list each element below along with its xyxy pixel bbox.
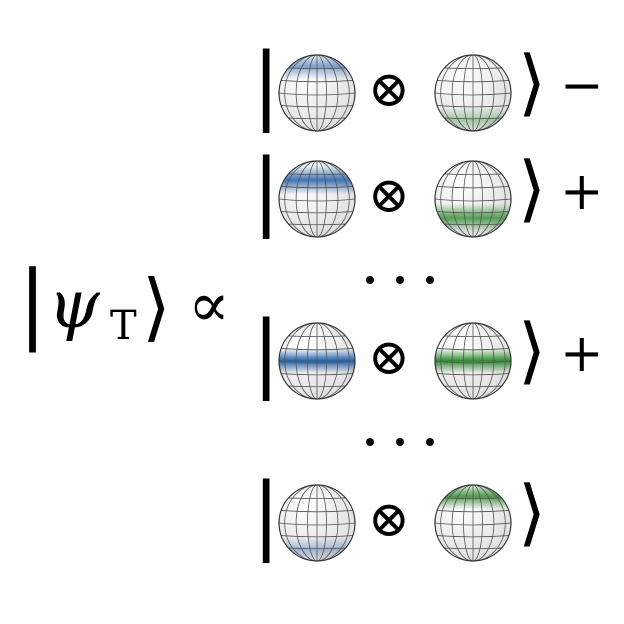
- row-ket-close: ⟩: [518, 470, 547, 554]
- tensor-product-symbol: ⊗: [368, 490, 410, 548]
- row-ket-open: |: [252, 141, 281, 239]
- lhs-ket-open: |: [18, 253, 47, 353]
- left-sphere: [278, 160, 356, 238]
- row-ket-open: |: [252, 465, 281, 563]
- ellipsis-2: [360, 432, 450, 452]
- ellipsis-dot: [366, 276, 374, 284]
- right-sphere: [434, 484, 512, 562]
- row-ket-close: ⟩: [518, 308, 547, 392]
- sphere-grid: [435, 323, 511, 399]
- sphere-grid: [279, 55, 355, 131]
- ket-row-2: | ⊗ ⟩ +: [252, 148, 624, 248]
- lhs-ket-close: ⟩: [142, 264, 171, 350]
- sphere-grid: [279, 161, 355, 237]
- sign-label: +: [560, 162, 604, 222]
- sphere-grid: [279, 323, 355, 399]
- ellipsis-dot: [426, 276, 434, 284]
- tensor-product-symbol: ⊗: [368, 328, 410, 386]
- row-ket-close: ⟩: [518, 146, 547, 230]
- ellipsis-dot: [396, 438, 404, 446]
- sphere-grid: [279, 485, 355, 561]
- sign-label: +: [560, 324, 604, 384]
- ellipsis-dot: [366, 438, 374, 446]
- ket-row-1: | ⊗ ⟩ −: [252, 42, 624, 142]
- sphere-outline: [434, 160, 512, 238]
- sphere-outline: [278, 322, 356, 400]
- left-sphere: [278, 484, 356, 562]
- sphere-outline: [278, 54, 356, 132]
- row-ket-close: ⟩: [518, 40, 547, 124]
- proportional-symbol: ∝: [188, 268, 230, 341]
- right-sphere: [434, 54, 512, 132]
- sphere-grid: [435, 55, 511, 131]
- ket-row-4: | ⊗ ⟩: [252, 472, 624, 572]
- tensor-product-symbol: ⊗: [368, 166, 410, 224]
- row-ket-open: |: [252, 35, 281, 133]
- sphere-outline: [434, 322, 512, 400]
- ellipsis-dot: [396, 276, 404, 284]
- sphere-outline: [278, 484, 356, 562]
- right-sphere: [434, 322, 512, 400]
- sphere-outline: [434, 54, 512, 132]
- psi-t-expression: | ψ T ⟩ ∝: [18, 260, 248, 354]
- ellipsis-1: [360, 270, 450, 290]
- sign-label: −: [560, 56, 604, 116]
- left-sphere: [278, 322, 356, 400]
- right-sphere: [434, 160, 512, 238]
- ellipsis-dot: [426, 438, 434, 446]
- left-sphere: [278, 54, 356, 132]
- sphere-outline: [434, 484, 512, 562]
- tensor-product-symbol: ⊗: [368, 60, 410, 118]
- sphere-grid: [435, 485, 511, 561]
- psi-subscript: T: [110, 303, 137, 349]
- psi-symbol: ψ: [48, 266, 100, 343]
- row-ket-open: |: [252, 303, 281, 401]
- sphere-grid: [435, 161, 511, 237]
- ket-row-3: | ⊗ ⟩ +: [252, 310, 624, 410]
- sphere-outline: [278, 160, 356, 238]
